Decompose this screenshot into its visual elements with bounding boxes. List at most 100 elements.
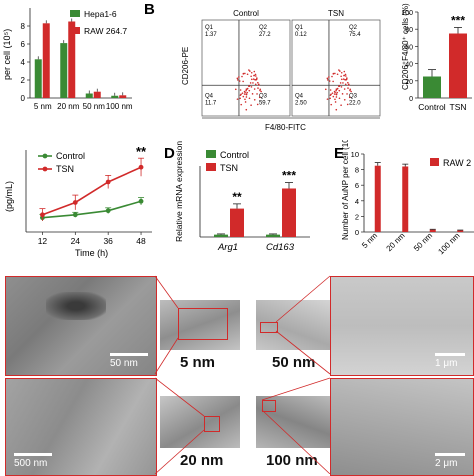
flow-event-dot bbox=[342, 82, 344, 84]
flow-event-dot bbox=[246, 73, 249, 76]
flow-event-dot bbox=[241, 75, 243, 78]
flow-event-dot bbox=[242, 80, 244, 83]
flow-event-dot bbox=[344, 83, 347, 86]
panel-e-bar bbox=[457, 230, 464, 232]
panel-b-letter: B bbox=[144, 1, 155, 18]
legend-raw: RAW 264.7 bbox=[84, 26, 127, 36]
flow-event-dot bbox=[340, 104, 342, 107]
panel-e-ylabel: Number of AuNP per cell (10⁵) bbox=[341, 140, 350, 240]
panel-a-tick-label: 6 bbox=[21, 40, 26, 49]
flow-event-dot bbox=[340, 71, 343, 74]
em-image-100nm bbox=[256, 396, 334, 448]
flow-event-dot bbox=[335, 93, 338, 95]
flow-event-dot bbox=[343, 98, 346, 101]
panel-d-category-label: Arg1 bbox=[217, 242, 238, 253]
flow-event-dot bbox=[251, 78, 253, 81]
flow-q2-value: 27.2 bbox=[259, 32, 271, 38]
flow-event-dot bbox=[333, 93, 336, 95]
panel-c-point bbox=[138, 198, 144, 204]
panel-c-tick-label: 48 bbox=[136, 236, 146, 246]
flow-q1-label: Q1 bbox=[205, 25, 214, 31]
flow-event-dot bbox=[346, 103, 349, 106]
panel-d-bar bbox=[214, 234, 228, 237]
panel-d-letter: D bbox=[164, 145, 175, 162]
flow-event-dot bbox=[248, 97, 251, 100]
flow-event-dot bbox=[336, 73, 339, 76]
flow-event-dot bbox=[248, 69, 250, 71]
flow-xlabel: F4/80-FITC bbox=[265, 123, 306, 132]
flow-q1-label: Q1 bbox=[295, 25, 304, 31]
flow-event-dot bbox=[250, 75, 252, 78]
panel-e-tick-label: 4 bbox=[355, 197, 359, 206]
flow-event-dot bbox=[245, 88, 248, 90]
flow-q4-value: 11.7 bbox=[205, 100, 217, 106]
panel-d-ylabel: Relative mRNA expression bbox=[174, 141, 184, 242]
flow-event-dot bbox=[341, 78, 343, 81]
flow-event-dot bbox=[344, 73, 347, 76]
flow-event-dot bbox=[340, 75, 342, 78]
flow-plot-frame bbox=[201, 19, 291, 117]
flow-event-dot bbox=[330, 93, 332, 96]
flow-event-dot bbox=[256, 93, 258, 95]
panel-e-bar bbox=[429, 229, 436, 232]
flow-q1-value: 0.12 bbox=[295, 32, 307, 38]
flow-event-dot bbox=[239, 97, 241, 100]
panel-c-significance: ** bbox=[136, 144, 147, 159]
em-image-50nm bbox=[256, 300, 334, 350]
caption-100nm: 100 nm bbox=[266, 452, 318, 469]
flow-event-dot bbox=[336, 91, 339, 94]
flow-event-dot bbox=[339, 82, 342, 84]
flow-event-dot bbox=[326, 79, 329, 81]
panel-d-legend-tsn: TSN bbox=[220, 163, 238, 173]
panel-b-bar bbox=[449, 33, 467, 98]
caption-50nm: 50 nm bbox=[272, 354, 316, 371]
flow-event-dot bbox=[324, 88, 327, 91]
panel-e-tick-label: 2 bbox=[355, 212, 359, 221]
caption-5nm: 5 nm bbox=[180, 354, 216, 371]
panel-c-point bbox=[72, 200, 78, 205]
panel-d-bar bbox=[230, 208, 244, 237]
panel-a-bar bbox=[111, 95, 119, 98]
flow-event-dot bbox=[255, 75, 257, 77]
flow-event-dot bbox=[346, 77, 348, 79]
flow-event-dot bbox=[260, 90, 262, 93]
panel-c-tick-label: 12 bbox=[38, 236, 48, 246]
flow-event-dot bbox=[347, 87, 349, 89]
em-connectors bbox=[154, 275, 331, 474]
flow-event-dot bbox=[242, 73, 245, 75]
flow-q3-label: Q3 bbox=[349, 93, 358, 99]
flow-event-dot bbox=[342, 78, 345, 80]
panel-a-category-label: 50 nm bbox=[83, 102, 106, 111]
panel-c-ylabel: (pg/mL) bbox=[4, 181, 14, 212]
legend-hepa: Hepa1-6 bbox=[84, 9, 117, 19]
panel-b-tick-label: 40 bbox=[405, 62, 413, 69]
flow-event-dot bbox=[338, 89, 341, 92]
flow-ylabel: CD206-PE bbox=[181, 47, 190, 85]
flow-event-dot bbox=[245, 108, 248, 111]
panel-a-bar bbox=[93, 91, 101, 98]
panel-a-category-label: 100 nm bbox=[106, 102, 133, 111]
flow-event-dot bbox=[257, 81, 259, 84]
flow-event-dot bbox=[252, 78, 255, 80]
flow-event-dot bbox=[242, 95, 245, 98]
flow-event-dot bbox=[254, 73, 257, 76]
panel-c-series-line bbox=[42, 166, 142, 216]
flow-q2-label: Q2 bbox=[259, 25, 268, 31]
panel-d-legend-control: Control bbox=[220, 150, 249, 160]
flow-q4-label: Q4 bbox=[295, 93, 304, 99]
flow-event-dot bbox=[253, 98, 256, 101]
flow-event-dot bbox=[251, 93, 254, 95]
panel-e-tick-label: 0 bbox=[355, 228, 359, 237]
flow-event-dot bbox=[250, 86, 253, 88]
panel-a-chart: 0 2 4 6 8 5 nm 20 nm 50 nm 100 nm per cell (10⁵)… bbox=[2, 8, 133, 111]
panel-a-legend: Hepa1-6 RAW 264.7 bbox=[70, 9, 127, 36]
flow-event-dot bbox=[252, 82, 254, 84]
panel-a-tick-label: 2 bbox=[21, 76, 26, 85]
flow-q1-value: 1.37 bbox=[205, 32, 217, 38]
flow-event-dot bbox=[340, 86, 343, 88]
flow-event-dot bbox=[330, 103, 333, 106]
panel-e-category-label: 100 nm bbox=[436, 231, 461, 256]
panel-c-point bbox=[72, 212, 78, 218]
panel-d-significance: ** bbox=[232, 190, 242, 204]
panel-b-category-label: TSN bbox=[450, 102, 467, 112]
